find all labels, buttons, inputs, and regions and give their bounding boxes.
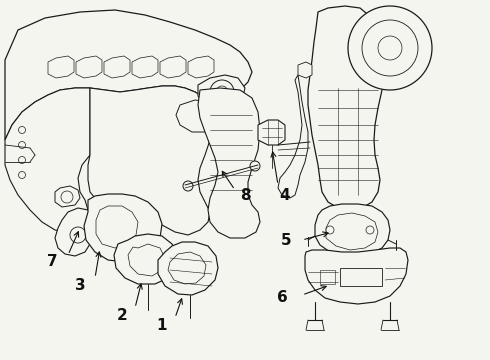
Polygon shape [96, 206, 138, 248]
Text: 4: 4 [280, 188, 290, 202]
Text: 5: 5 [281, 233, 292, 248]
Polygon shape [198, 88, 260, 238]
Polygon shape [104, 56, 130, 78]
Polygon shape [5, 10, 252, 140]
Polygon shape [128, 244, 165, 276]
Polygon shape [298, 62, 312, 78]
Bar [340, 268, 382, 286]
Polygon shape [176, 100, 218, 132]
Polygon shape [168, 252, 206, 284]
Polygon shape [160, 56, 186, 78]
Polygon shape [305, 248, 408, 304]
Circle shape [326, 226, 334, 234]
Circle shape [19, 171, 25, 179]
Circle shape [19, 141, 25, 149]
Circle shape [216, 86, 228, 98]
Circle shape [250, 161, 260, 171]
Polygon shape [198, 75, 245, 110]
Circle shape [366, 226, 374, 234]
Polygon shape [76, 56, 102, 78]
Circle shape [19, 126, 25, 134]
Bar [320, 270, 335, 284]
Text: 3: 3 [74, 278, 85, 292]
Circle shape [378, 36, 402, 60]
Circle shape [183, 181, 193, 191]
Polygon shape [188, 56, 214, 78]
Circle shape [61, 191, 73, 203]
Polygon shape [114, 234, 178, 284]
Circle shape [19, 157, 25, 163]
Polygon shape [48, 56, 74, 78]
Circle shape [362, 20, 418, 76]
Text: 7: 7 [47, 255, 57, 270]
Polygon shape [55, 208, 98, 256]
Polygon shape [278, 75, 308, 198]
Text: 1: 1 [157, 318, 167, 333]
Polygon shape [55, 186, 80, 207]
Text: 2: 2 [117, 307, 127, 323]
Circle shape [348, 6, 432, 90]
Circle shape [70, 227, 86, 243]
Polygon shape [84, 194, 162, 262]
Polygon shape [88, 86, 212, 235]
Text: 6: 6 [277, 291, 287, 306]
Polygon shape [5, 88, 90, 232]
Polygon shape [158, 242, 218, 295]
Polygon shape [258, 120, 285, 145]
Polygon shape [132, 56, 158, 78]
Polygon shape [315, 204, 390, 256]
Polygon shape [308, 6, 385, 210]
Text: 8: 8 [240, 188, 250, 202]
Polygon shape [326, 213, 378, 250]
Circle shape [210, 80, 234, 104]
